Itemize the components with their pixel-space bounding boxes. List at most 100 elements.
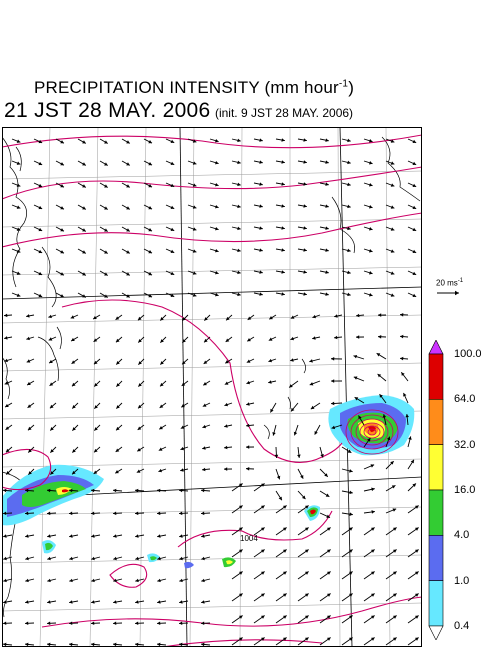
wind-arrow-head [201, 600, 205, 604]
wind-arrow-head [72, 427, 76, 431]
wind-arrow-head [94, 427, 98, 431]
wind-arrow-head [226, 316, 230, 321]
wind-arrow-head [281, 292, 285, 296]
wind-arrow-head [113, 556, 117, 561]
wind-arrow-head [303, 182, 307, 186]
wind-arrow-head [38, 161, 43, 166]
wind-arrow-head [347, 226, 351, 231]
wind-arrow-head [159, 426, 163, 430]
wind-arrow-head [303, 138, 307, 142]
wind-arrow-head [38, 227, 43, 232]
wind-arrow-head [392, 615, 397, 619]
colorbar-segment [428, 399, 444, 445]
wind-arrow-head [301, 495, 306, 500]
wind-arrow-head [38, 271, 43, 276]
wind-arrow-head [281, 226, 285, 230]
wind-arrow-head [314, 430, 318, 435]
wind-arrow-head [414, 593, 419, 597]
wind-arrow-head [49, 382, 54, 386]
wind-arrow-head [325, 226, 329, 230]
wind-arrow-head [27, 381, 31, 386]
wind-arrow-head [368, 205, 373, 209]
wind-arrow-head [25, 642, 29, 647]
wind-arrow-head [379, 394, 383, 398]
wind-arrow-head [201, 642, 205, 647]
wind-arrow-head [414, 549, 419, 553]
wind-arrow-head [259, 160, 263, 164]
wind-arrow-head [170, 249, 175, 254]
wind-arrow-head [148, 184, 153, 188]
wind-arrow-head [400, 334, 404, 339]
wind-arrow-head [113, 642, 117, 647]
wind-arrow-head [135, 600, 139, 604]
wind-arrow-head [204, 317, 208, 321]
wind-arrow-head [303, 160, 307, 164]
wind-arrow-head [49, 404, 54, 409]
wind-arrow-head [392, 508, 397, 512]
wind-arrow-head [192, 271, 197, 275]
wind-arrow-head [93, 360, 98, 365]
wind-arrow-head [224, 424, 228, 428]
wind-arrow-head [370, 571, 375, 575]
wind-arrow-head [412, 161, 417, 166]
wind-arrow-head [390, 293, 395, 297]
wind-arrow-head [47, 642, 51, 647]
wind-arrow-head [6, 471, 10, 475]
wind-arrow-head [414, 637, 419, 641]
wind-arrow-head [157, 642, 161, 647]
wind-arrow-head [60, 272, 64, 276]
wind-arrow-head [354, 397, 359, 401]
wind-arrow-head [138, 383, 142, 387]
wind-arrow-head [331, 379, 335, 383]
wind-arrow-head [3, 488, 7, 493]
wind-arrow-head [82, 228, 86, 232]
wind-arrow-head [148, 162, 153, 166]
wind-arrow-head [304, 549, 309, 553]
wind-arrow-head [390, 461, 394, 465]
wind-arrow-head [70, 315, 75, 319]
wind-arrow-head [126, 294, 130, 298]
wind-arrow-head [237, 270, 241, 275]
wind-arrow-head [47, 578, 51, 583]
isobar-label: 1004 [240, 534, 258, 543]
wind-arrow-head [303, 270, 307, 274]
wind-arrow-head [290, 336, 295, 341]
wind-arrow-head [238, 593, 243, 597]
wind-arrow-head [126, 228, 130, 232]
wind-arrow-head [237, 160, 241, 165]
wind-arrow-head [390, 249, 395, 253]
wind-arrow-head [38, 249, 43, 254]
wind-arrow-head [113, 578, 117, 583]
wind-arrow-head [50, 449, 54, 453]
wind-arrow-head [326, 514, 331, 518]
map-frame [2, 127, 422, 647]
wind-arrow-head [412, 483, 416, 487]
wind-arrow-head [16, 205, 21, 209]
wind-arrow-head [201, 488, 205, 493]
wind-arrow-head [260, 549, 265, 553]
wind-arrow-head [247, 316, 252, 320]
wind-arrow-head [276, 475, 281, 480]
wind-arrow-head [170, 139, 175, 144]
wind-arrow-head [281, 270, 285, 274]
wind-arrow-head [3, 556, 7, 561]
wind-arrow-head [347, 160, 351, 165]
wind-arrow-head [349, 469, 353, 473]
wind-arrow-head [69, 534, 73, 538]
wind-arrow-head [91, 600, 95, 604]
wind-arrow-head [201, 511, 205, 516]
wind-arrow-head [25, 556, 29, 561]
wind-arrow-head [246, 402, 250, 406]
wind-arrow-head [71, 360, 76, 364]
wind-arrow-head [246, 380, 251, 385]
wind-arrow-head [347, 138, 351, 143]
wind-arrow-head [136, 469, 141, 473]
wind-arrow-head [390, 161, 395, 165]
wind-arrow-head [238, 571, 243, 575]
wind-arrow-head [370, 637, 375, 641]
wind-arrow-head [137, 316, 142, 321]
wind-arrow-head [348, 593, 353, 597]
wind-arrow-head [4, 381, 9, 385]
wind-arrow-head [224, 445, 228, 450]
wind-arrow-head [157, 578, 161, 583]
